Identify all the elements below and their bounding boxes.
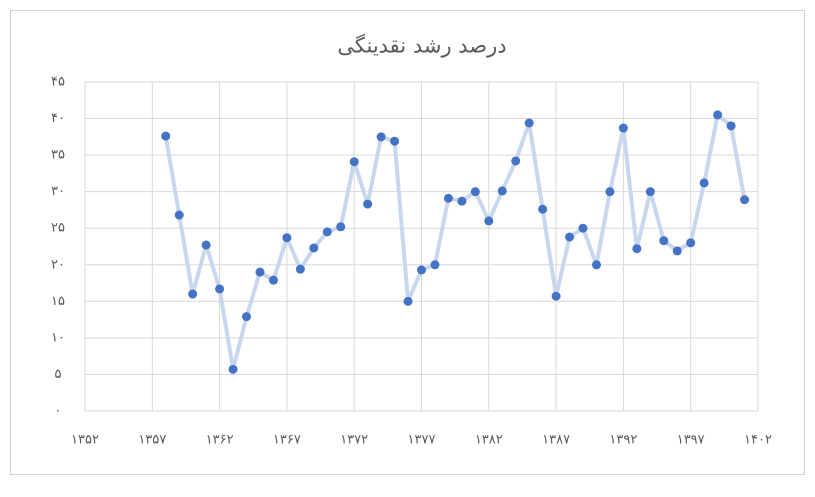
y-tick-label: ۱۰ [51, 330, 65, 345]
y-tick-label: ۲۵ [51, 221, 65, 236]
y-tick-label: ۰ [55, 404, 62, 419]
data-point [322, 227, 332, 237]
data-point [417, 265, 426, 275]
data-point [632, 244, 642, 254]
data-point [511, 156, 521, 166]
data-point [376, 132, 386, 142]
data-point [188, 289, 198, 299]
x-tick-label: ۱۳۷۷ [408, 433, 436, 448]
y-tick-label: ۴۵ [51, 75, 65, 90]
x-tick-label: ۱۳۵۷ [138, 433, 166, 448]
data-point [686, 238, 696, 248]
x-tick-label: ۱۳۷۲ [340, 433, 368, 448]
y-tick-label: ۱۵ [51, 294, 65, 309]
data-point [174, 210, 184, 220]
data-point [309, 243, 319, 253]
chart-title: درصد رشد نقدینگی [337, 34, 506, 59]
data-point [201, 240, 211, 250]
chart-frame [10, 10, 805, 475]
data-point [659, 236, 669, 246]
x-tick-label: ۱۳۹۷ [677, 433, 705, 448]
data-point [390, 136, 400, 146]
x-tick-label: ۱۴۰۲ [744, 433, 772, 448]
data-point [470, 187, 480, 197]
data-point [551, 291, 561, 301]
data-point [403, 296, 413, 306]
data-point [618, 123, 628, 133]
y-tick-label: ۵ [55, 367, 62, 382]
data-point [578, 223, 588, 233]
data-point [242, 312, 252, 322]
x-tick-label: ۱۳۸۲ [475, 433, 503, 448]
y-tick-label: ۳۵ [51, 148, 65, 163]
data-point [605, 187, 615, 197]
data-point [538, 204, 548, 214]
data-point [268, 275, 278, 285]
y-tick-label: ۳۰ [51, 184, 65, 199]
data-point [713, 110, 723, 120]
y-tick-label: ۴۰ [51, 111, 65, 126]
x-tick-label: ۱۳۸۷ [542, 433, 570, 448]
data-point [524, 118, 534, 128]
data-point [161, 131, 171, 141]
data-point [295, 264, 305, 274]
data-point [497, 186, 507, 196]
data-point [645, 187, 655, 197]
data-point [484, 216, 494, 226]
data-point [336, 222, 346, 232]
data-point [591, 260, 601, 270]
data-point [282, 233, 292, 243]
data-point [457, 196, 467, 206]
data-point [565, 232, 575, 242]
x-tick-label: ۱۳۶۷ [273, 433, 301, 448]
x-tick-label: ۱۳۹۲ [609, 433, 637, 448]
data-point [363, 199, 373, 209]
y-tick-label: ۲۰ [51, 257, 65, 272]
data-point [349, 157, 359, 167]
x-tick-label: ۱۳۵۲ [71, 433, 99, 448]
data-point [740, 195, 750, 205]
data-point [699, 178, 709, 188]
data-point [726, 121, 736, 131]
data-point [255, 267, 265, 277]
data-point [228, 364, 238, 374]
x-tick-label: ۱۳۶۲ [206, 433, 234, 448]
data-point [443, 193, 453, 203]
data-point [672, 246, 682, 256]
data-point [430, 260, 440, 270]
data-point [215, 284, 225, 294]
